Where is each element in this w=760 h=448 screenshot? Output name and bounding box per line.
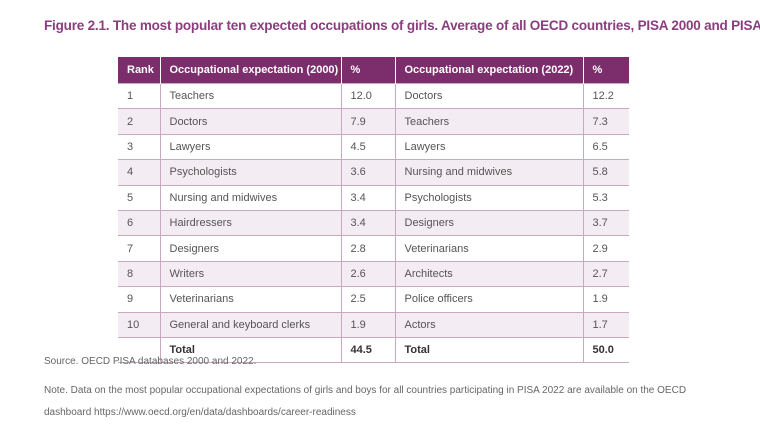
cell-rank: 5 bbox=[118, 184, 161, 211]
header-occupation-2022: Occupational expectation (2022) bbox=[395, 57, 584, 84]
cell-percent-2022: 5.3 bbox=[583, 184, 629, 211]
table-row: 1 Teachers 12.0 Doctors 12.2 bbox=[118, 82, 629, 109]
cell-percent-2000: 4.5 bbox=[341, 133, 396, 160]
cell-occupation-2000: Psychologists bbox=[160, 159, 342, 186]
cell-percent-2000: 7.9 bbox=[341, 108, 396, 135]
cell-occupation-2022: Veterinarians bbox=[395, 235, 584, 262]
cell-occupation-2000: Designers bbox=[160, 235, 342, 262]
figure-title: Figure 2.1. The most popular ten expecte… bbox=[44, 18, 760, 33]
header-rank: Rank bbox=[118, 57, 161, 84]
cell-occupation-2000: Nursing and midwives bbox=[160, 184, 342, 211]
cell-occupation-2000: Lawyers bbox=[160, 133, 342, 160]
cell-occupation-2022: Nursing and midwives bbox=[395, 159, 584, 186]
cell-occupation-2000: General and keyboard clerks bbox=[160, 311, 342, 338]
source-note: Source. OECD PISA databases 2000 and 202… bbox=[44, 356, 257, 367]
footnote: Note. Data on the most popular occupatio… bbox=[44, 385, 687, 418]
header-occupation-2000: Occupational expectation (2000) bbox=[160, 57, 342, 84]
cell-occupation-2000: Writers bbox=[160, 260, 342, 287]
cell-occupation-2022: Designers bbox=[395, 209, 584, 236]
total-cell-percent-2022: 50.0 bbox=[583, 336, 629, 364]
cell-occupation-2000: Veterinarians bbox=[160, 286, 342, 313]
cell-rank: 8 bbox=[118, 260, 161, 287]
cell-rank: 3 bbox=[118, 133, 161, 160]
cell-occupation-2022: Architects bbox=[395, 260, 584, 287]
total-cell-percent-2000: 44.5 bbox=[341, 336, 396, 364]
cell-occupation-2000: Teachers bbox=[160, 82, 342, 109]
cell-occupation-2022: Police officers bbox=[395, 286, 584, 313]
cell-percent-2000: 3.6 bbox=[341, 159, 396, 186]
table-row: 5 Nursing and midwives 3.4 Psychologists 5.3 bbox=[118, 184, 629, 211]
cell-percent-2022: 12.2 bbox=[583, 82, 629, 109]
cell-rank: 1 bbox=[118, 82, 161, 109]
cell-occupation-2022: Teachers bbox=[395, 108, 584, 135]
cell-occupation-2022: Doctors bbox=[395, 82, 584, 109]
table-row: 10 General and keyboard clerks 1.9 Actors 1.… bbox=[118, 311, 629, 338]
cell-percent-2000: 2.6 bbox=[341, 260, 396, 287]
cell-percent-2022: 5.8 bbox=[583, 159, 629, 186]
cell-occupation-2000: Doctors bbox=[160, 108, 342, 135]
cell-percent-2000: 3.4 bbox=[341, 209, 396, 236]
table-row: 3 Lawyers 4.5 Lawyers 6.5 bbox=[118, 133, 629, 160]
cell-percent-2000: 3.4 bbox=[341, 184, 396, 211]
table-row: 4 Psychologists 3.6 Nursing and midwives 5.8 bbox=[118, 159, 629, 186]
total-cell-rank bbox=[118, 336, 161, 364]
header-percent-2022: % bbox=[583, 57, 629, 84]
cell-rank: 2 bbox=[118, 108, 161, 135]
cell-percent-2000: 2.8 bbox=[341, 235, 396, 262]
cell-rank: 7 bbox=[118, 235, 161, 262]
cell-occupation-2000: Hairdressers bbox=[160, 209, 342, 236]
table-row: 2 Doctors 7.9 Teachers 7.3 bbox=[118, 108, 629, 135]
header-percent-2000: % bbox=[341, 57, 396, 84]
cell-occupation-2022: Lawyers bbox=[395, 133, 584, 160]
total-cell-occupation-2000: Total bbox=[160, 336, 342, 364]
total-cell-occupation-2022: Total bbox=[395, 336, 584, 364]
cell-percent-2022: 7.3 bbox=[583, 108, 629, 135]
cell-occupation-2022: Psychologists bbox=[395, 184, 584, 211]
cell-percent-2000: 12.0 bbox=[341, 82, 396, 109]
table-header-row: Rank Occupational expectation (2000) % O… bbox=[118, 57, 629, 84]
occupations-table: Rank Occupational expectation (2000) % O… bbox=[118, 57, 629, 364]
cell-percent-2022: 1.7 bbox=[583, 311, 629, 338]
table-row: 7 Designers 2.8 Veterinarians 2.9 bbox=[118, 235, 629, 262]
cell-percent-2022: 2.7 bbox=[583, 260, 629, 287]
cell-percent-2022: 6.5 bbox=[583, 133, 629, 160]
cell-percent-2022: 2.9 bbox=[583, 235, 629, 262]
cell-rank: 9 bbox=[118, 286, 161, 313]
cell-rank: 6 bbox=[118, 209, 161, 236]
table-row: 8 Writers 2.6 Architects 2.7 bbox=[118, 260, 629, 287]
table-row: 6 Hairdressers 3.4 Designers 3.7 bbox=[118, 209, 629, 236]
cell-rank: 10 bbox=[118, 311, 161, 338]
cell-percent-2022: 1.9 bbox=[583, 286, 629, 313]
table-row: 9 Veterinarians 2.5 Police officers 1.9 bbox=[118, 286, 629, 313]
table-total-row: Total 44.5 Total 50.0 bbox=[118, 336, 629, 364]
cell-rank: 4 bbox=[118, 159, 161, 186]
cell-occupation-2022: Actors bbox=[395, 311, 584, 338]
cell-percent-2000: 2.5 bbox=[341, 286, 396, 313]
cell-percent-2000: 1.9 bbox=[341, 311, 396, 338]
cell-percent-2022: 3.7 bbox=[583, 209, 629, 236]
